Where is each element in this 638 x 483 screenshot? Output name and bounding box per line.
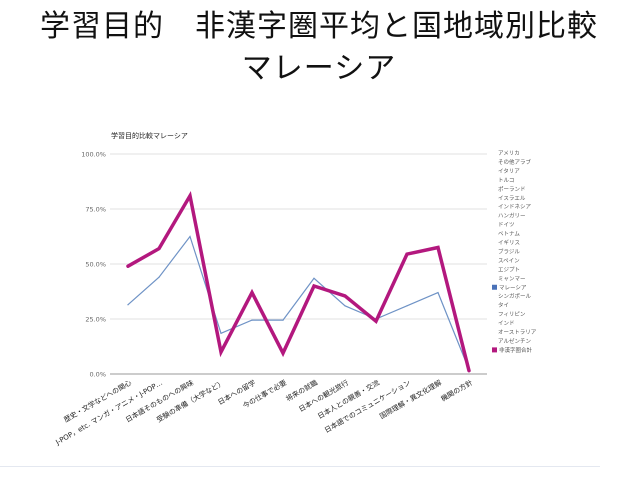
data-point bbox=[406, 305, 408, 307]
series-line bbox=[126, 190, 471, 373]
data-point bbox=[158, 248, 160, 250]
legend-label: 非漢字圏合計 bbox=[499, 346, 533, 354]
data-point bbox=[127, 304, 129, 306]
data-point bbox=[220, 332, 222, 334]
y-axis-ticks: 0.0% 25.0% 50.0% 75.0% 100.0% bbox=[81, 151, 106, 379]
data-point bbox=[251, 292, 253, 294]
slide-title-line-2: マレーシア bbox=[241, 51, 397, 86]
legend-label: イタリア bbox=[498, 167, 520, 175]
y-tick-label: 25.0% bbox=[85, 316, 106, 324]
slide-title-line-1: 学習目的 非漢字圏平均と国地域別比較 bbox=[40, 9, 598, 44]
legend-label: ポーランド bbox=[498, 186, 526, 193]
legend-label: ブラジル bbox=[498, 247, 520, 255]
data-point bbox=[127, 265, 129, 267]
legend-label: インド bbox=[498, 321, 515, 327]
legend-label: スペイン bbox=[498, 257, 520, 264]
legend-swatch bbox=[492, 347, 497, 353]
slide-divider bbox=[0, 466, 600, 467]
legend-label: トルコ bbox=[498, 177, 514, 184]
y-tick-label: 0.0% bbox=[89, 371, 106, 379]
legend-label: イスラエル bbox=[498, 195, 526, 202]
data-point bbox=[158, 276, 160, 278]
chart-grid bbox=[110, 153, 487, 375]
series-line bbox=[127, 235, 470, 371]
legend-swatch bbox=[492, 284, 497, 290]
chart-legend: アメリカその他アラブイタリアトルコポーランドイスラエルインドネシアハンガリードイ… bbox=[492, 150, 537, 354]
legend-label: アルゼンチン bbox=[498, 337, 531, 345]
x-category-label: 機関の方針 bbox=[439, 378, 474, 403]
data-point bbox=[344, 305, 346, 307]
data-point bbox=[468, 370, 470, 372]
data-point bbox=[220, 351, 222, 353]
legend-label: エジプト bbox=[498, 266, 520, 273]
chart-title: 学習目的比較マレーシア bbox=[111, 131, 188, 140]
y-tick-label: 100.0% bbox=[81, 151, 106, 159]
slide-title: 学習目的 非漢字圏平均と国地域別比較 マレーシア bbox=[0, 6, 638, 90]
data-point bbox=[313, 285, 315, 287]
legend-label: フィリピン bbox=[498, 311, 526, 318]
legend-label: インドネシア bbox=[498, 204, 532, 211]
legend-label: イギリス bbox=[498, 240, 520, 247]
data-point bbox=[282, 319, 284, 321]
legend-label: ベトナム bbox=[498, 231, 520, 238]
legend-label: ハンガリー bbox=[498, 212, 526, 220]
legend-label: ミャンマー bbox=[498, 275, 526, 282]
data-point bbox=[189, 235, 191, 238]
legend-label: オーストラリア bbox=[498, 329, 537, 336]
data-point bbox=[437, 246, 439, 249]
legend-label: マレーシア bbox=[499, 284, 527, 291]
data-point bbox=[344, 295, 346, 297]
y-tick-label: 75.0% bbox=[85, 206, 106, 214]
data-point bbox=[313, 277, 315, 279]
legend-label: シンガポール bbox=[498, 292, 532, 300]
data-point bbox=[437, 292, 439, 294]
chart-series bbox=[126, 190, 471, 373]
data-point bbox=[189, 195, 191, 197]
legend-label: タイ bbox=[498, 301, 509, 309]
legend-label: ドイツ bbox=[498, 223, 515, 229]
y-tick-label: 50.0% bbox=[85, 261, 106, 269]
legend-label: その他アラブ bbox=[498, 158, 532, 166]
data-point bbox=[375, 320, 377, 322]
data-point bbox=[282, 352, 284, 354]
x-category-label: 日本への観光旅行 bbox=[297, 378, 350, 414]
legend-label: アメリカ bbox=[498, 150, 520, 157]
data-point bbox=[406, 253, 408, 255]
data-point bbox=[251, 319, 253, 321]
